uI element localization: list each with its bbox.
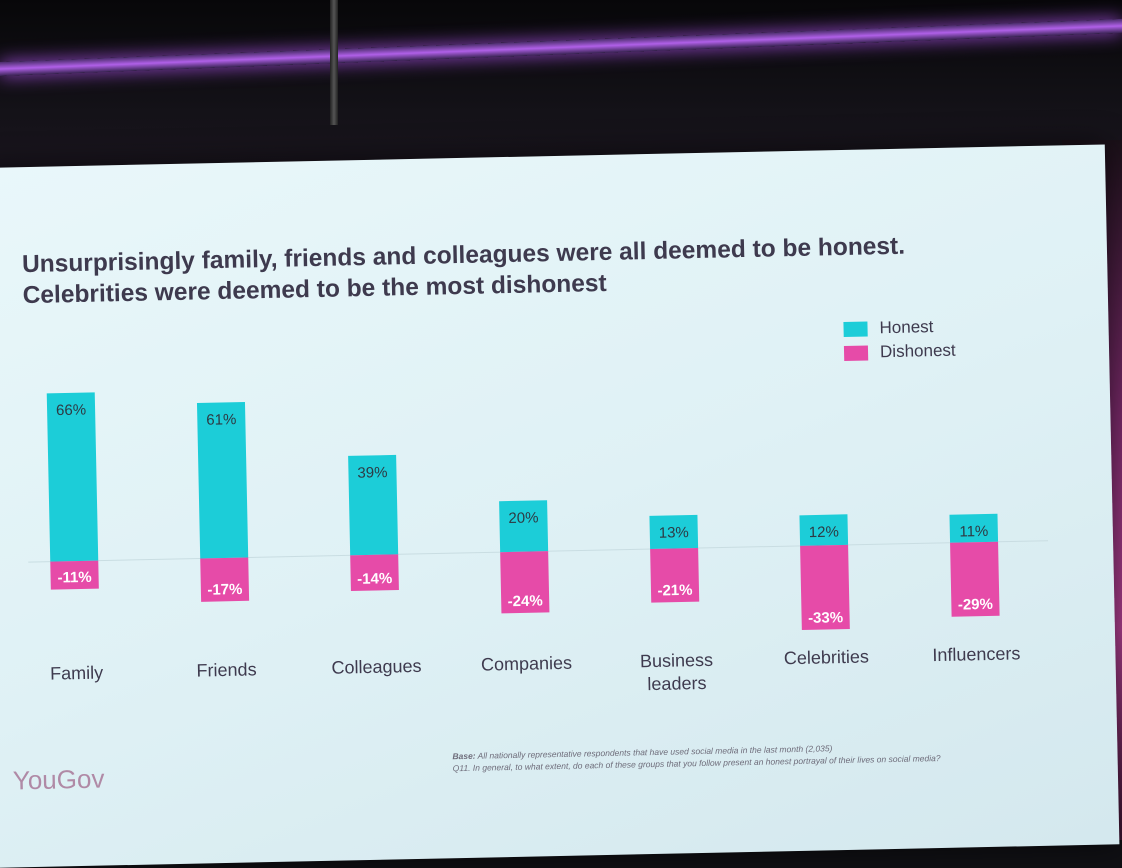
data-label-honest-companies: 20% [508,509,538,527]
data-label-dishonest-friends: -17% [207,581,242,599]
footnote-base-label: Base: [452,750,476,762]
data-label-honest-colleagues: 39% [357,464,387,482]
category-label-colleagues: Colleagues [331,656,421,678]
data-label-dishonest-celebrities: -33% [808,609,843,627]
bar-honest-celebrities [799,514,849,546]
category-label-friends: Friends [196,659,256,680]
data-label-honest-influencers: 11% [959,523,988,541]
data-label-honest-friends: 61% [206,411,236,429]
data-label-honest-family: 66% [56,402,86,420]
category-label-influencers: Influencers [932,643,1020,665]
bar-honest-business-leaders [649,514,699,550]
bar-dishonest-colleagues [350,554,399,592]
yougov-logo: YouGov [12,763,105,796]
bar-honest-companies [499,500,549,553]
data-label-dishonest-colleagues: -14% [357,570,392,588]
category-label-celebrities: Celebrities [784,646,869,668]
bar-dishonest-business-leaders [650,548,700,603]
category-label-family: Family [50,663,103,684]
bar-honest-influencers [949,513,999,543]
bar-chart: 66% -11% Family 61% -17% Friends 39% -14% Collea… [28,392,1049,695]
bar-dishonest-companies [500,551,550,614]
data-label-dishonest-business-leaders: -21% [657,582,692,600]
category-label-business-leaders: Businessleaders [640,650,714,695]
bar-dishonest-influencers [950,541,1000,617]
footnote: Base: All nationally representative resp… [452,737,1072,775]
data-label-dishonest-companies: -24% [508,593,543,611]
data-label-dishonest-family: -11% [57,569,92,587]
data-label-honest-business-leaders: 13% [659,524,689,542]
category-label-companies: Companies [481,653,572,675]
bar-honest-colleagues [348,454,399,556]
data-label-honest-celebrities: 12% [809,523,839,541]
bar-honest-friends [196,401,249,559]
bar-honest-family [46,392,99,562]
bar-dishonest-celebrities [800,544,850,631]
bar-dishonest-friends [200,557,250,602]
projection-screen: Unsurprisingly family, friends and colle… [0,144,1120,868]
truss-hanger [330,0,338,125]
data-label-dishonest-influencers: -29% [958,596,993,614]
bar-dishonest-family [50,560,99,590]
